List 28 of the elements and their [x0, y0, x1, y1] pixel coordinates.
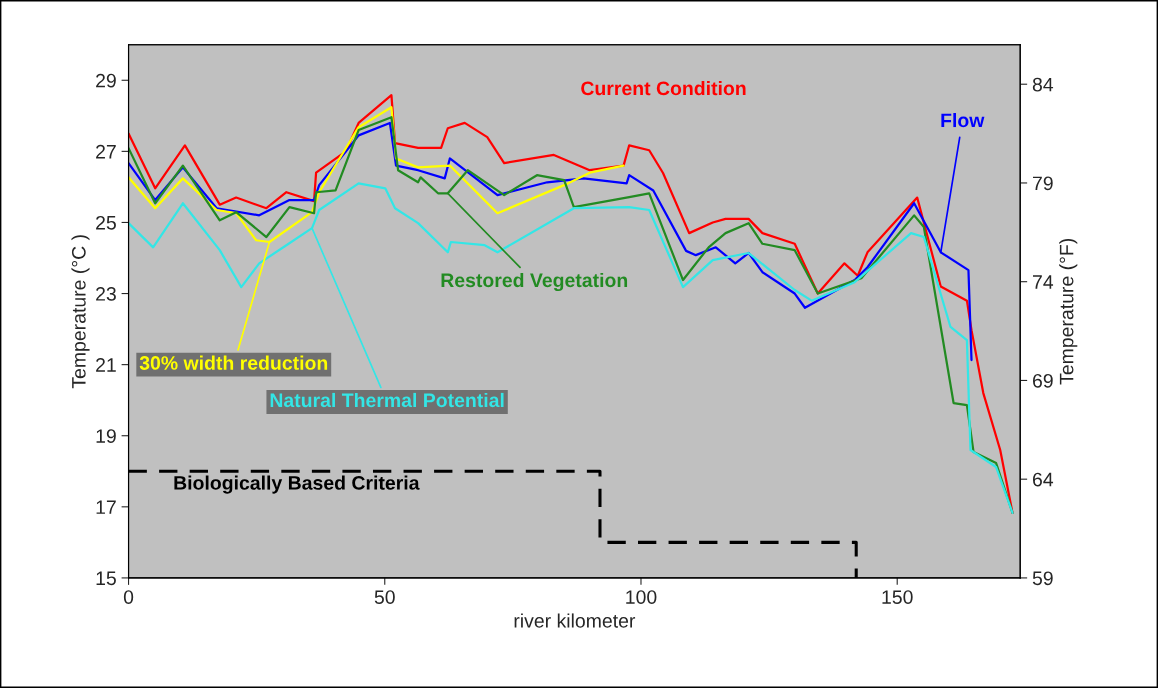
y2-tick-label: 64: [1032, 472, 1054, 487]
y-axis-title: Temperature (°C ): [71, 235, 90, 389]
x-tick-label: 150: [882, 590, 913, 605]
y-tick-label: 17: [96, 500, 116, 514]
y-tick-label: 19: [96, 429, 116, 443]
text: Natural Thermal Potential: [270, 392, 504, 408]
x-tick-label: 100: [626, 590, 657, 605]
line-series: [128, 182, 1014, 514]
y2-tick-label: 69: [1032, 373, 1053, 388]
series-label: Biologically Based Criteria: [174, 475, 420, 494]
y-tick-label: 29: [96, 73, 116, 88]
y-tick-label: 23: [96, 287, 116, 301]
text: Flow: [941, 112, 985, 128]
text: Current Condition: [581, 80, 746, 96]
y-tick-label: 21: [96, 358, 116, 372]
x-tick-label: 0: [123, 590, 134, 605]
y-tick-label: 25: [96, 215, 116, 230]
x-axis-title: river kilometer: [514, 613, 636, 628]
y-tick-label: 15: [96, 571, 116, 586]
text: Restored Vegetation: [441, 272, 628, 292]
y2-tick-label: 74: [1033, 275, 1054, 289]
y2-tick-label: 59: [1032, 571, 1053, 586]
y2-tick-label: 84: [1032, 77, 1054, 92]
y2-tick-label: 79: [1033, 176, 1053, 191]
y-tick-label: 27: [96, 144, 116, 159]
y2-axis-title: Temperature (°F): [1059, 238, 1078, 385]
text: 30% width reduction: [139, 355, 328, 370]
x-tick-label: 50: [374, 590, 395, 605]
